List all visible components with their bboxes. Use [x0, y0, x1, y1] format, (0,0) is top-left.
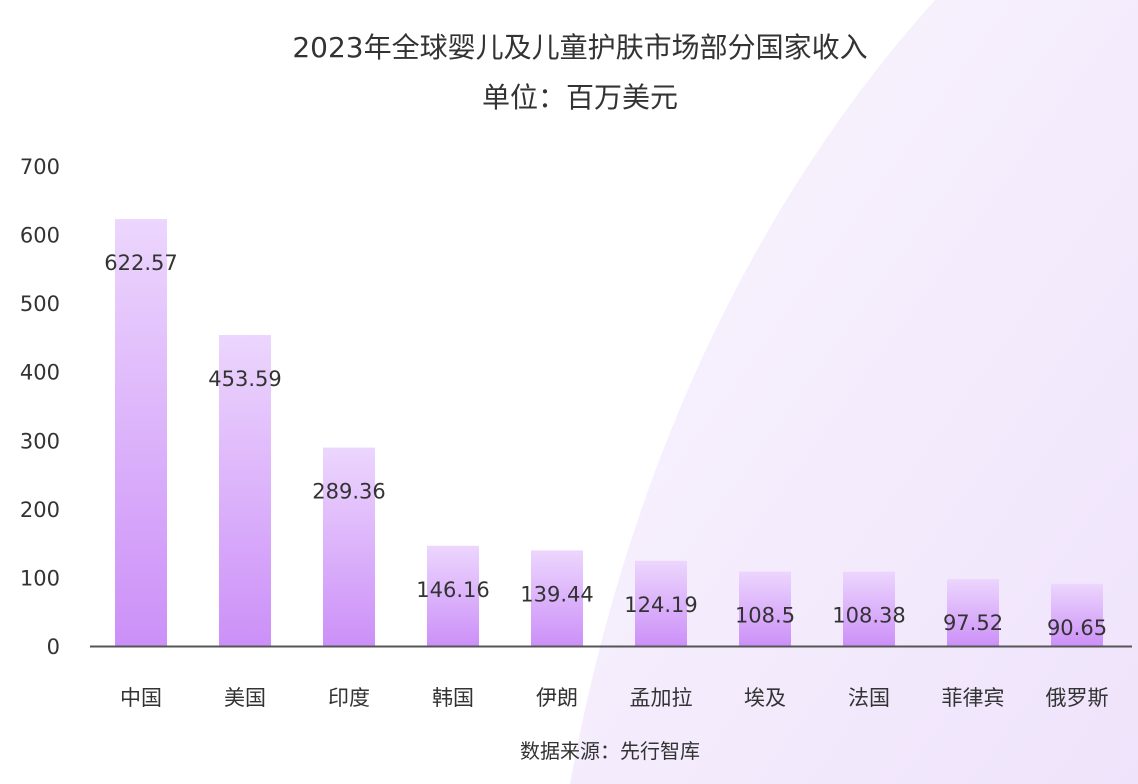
bar-7	[739, 571, 791, 646]
bar-6	[635, 560, 687, 646]
x-tick-label: 印度	[328, 686, 370, 710]
x-tick-label: 中国	[120, 686, 162, 710]
bar-4	[427, 545, 479, 646]
x-tick-label: 法国	[848, 686, 890, 710]
data-label: 146.16	[416, 578, 489, 602]
data-label: 289.36	[312, 480, 385, 504]
y-tick-label: 700	[20, 155, 60, 179]
data-label: 97.52	[943, 611, 1003, 635]
y-tick-label: 300	[20, 429, 60, 453]
bar-2	[219, 334, 271, 646]
data-label: 108.5	[735, 604, 795, 628]
y-tick-label: 600	[20, 224, 60, 248]
data-label: 139.44	[520, 582, 593, 606]
chart-title: 2023年全球婴儿及儿童护肤市场部分国家收入	[292, 31, 868, 64]
bar-8	[843, 571, 895, 646]
data-label: 124.19	[624, 593, 697, 617]
y-tick-label: 400	[20, 361, 60, 385]
bar-1	[115, 219, 167, 647]
bar-9	[947, 579, 999, 646]
y-tick-label: 200	[20, 498, 60, 522]
data-label: 108.38	[832, 604, 905, 628]
data-label: 453.59	[208, 367, 281, 391]
x-tick-label: 韩国	[432, 686, 474, 710]
bar-5	[531, 550, 583, 646]
data-label: 622.57	[104, 251, 177, 275]
x-tick-label: 埃及	[744, 686, 786, 710]
bar-3	[323, 447, 375, 646]
source-note: 数据来源：先行智库	[520, 739, 700, 763]
y-tick-label: 500	[20, 292, 60, 316]
data-label: 90.65	[1047, 616, 1107, 640]
chart-subtitle: 单位：百万美元	[481, 81, 678, 114]
x-tick-label: 伊朗	[536, 686, 578, 710]
bar-10	[1051, 583, 1103, 646]
x-tick-label: 孟加拉	[630, 686, 693, 710]
y-tick-label: 100	[20, 566, 60, 590]
y-tick-label: 0	[47, 635, 60, 659]
x-tick-label: 美国	[224, 686, 266, 710]
x-tick-label: 俄罗斯	[1046, 686, 1109, 710]
x-tick-label: 菲律宾	[942, 686, 1005, 710]
